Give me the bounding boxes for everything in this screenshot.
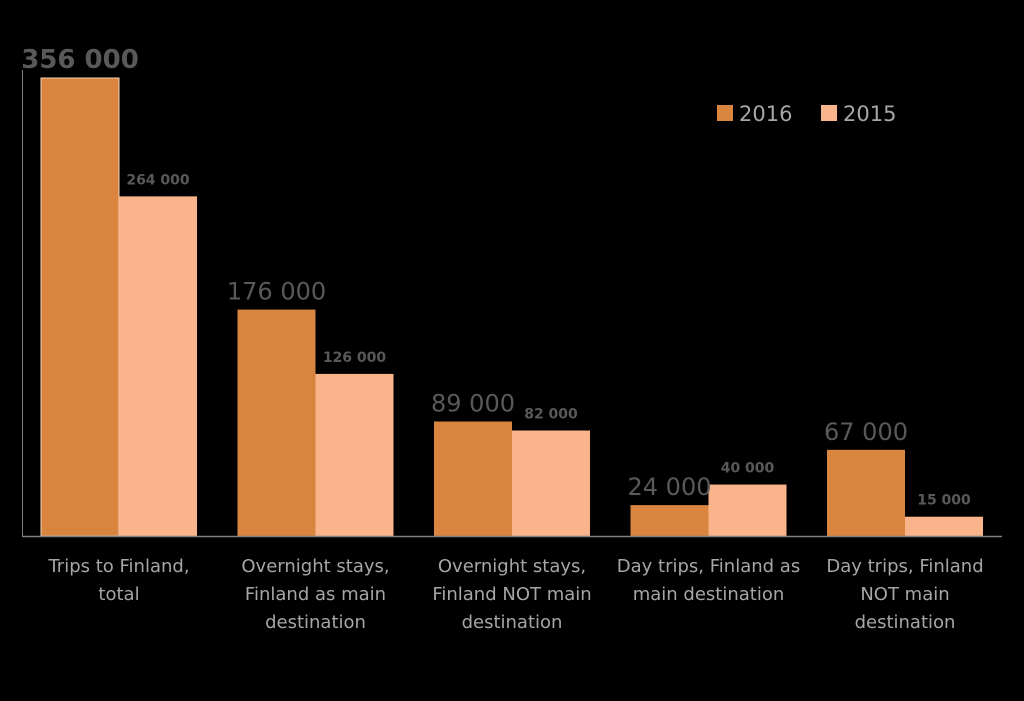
bar-2016-3: [434, 421, 512, 536]
bar-2015-3: [512, 430, 590, 536]
category-label-3: Overnight stays, Finland NOT main destinat…: [432, 556, 591, 633]
legend-label-2016: 2016: [739, 102, 792, 126]
value-label-2015-4: 40 000: [721, 461, 775, 477]
category-label-line: Day trips, Finland: [826, 556, 983, 577]
bar-2016-2: [237, 309, 316, 536]
bar-2016-5: [827, 449, 905, 536]
category-label-line: destination: [855, 612, 956, 633]
category-label-2: Overnight stays, Finland as main destinati…: [241, 556, 389, 633]
category-label-line: Finland as main: [245, 584, 386, 605]
bar-2015-5: [905, 516, 983, 536]
legend-label-2015: 2015: [843, 102, 896, 126]
category-label-line: destination: [265, 612, 366, 633]
category-label-line: destination: [462, 612, 563, 633]
category-label-line: Day trips, Finland as: [617, 556, 800, 577]
value-label-2015-5: 15 000: [917, 493, 971, 509]
bar-2016-4: [630, 505, 709, 536]
bar-2016-1: [40, 77, 120, 537]
value-label-2016-1: 356 000: [21, 45, 139, 75]
value-label-2016-5: 67 000: [824, 418, 908, 446]
category-label-line: Finland NOT main: [432, 584, 591, 605]
bars-group: [40, 77, 983, 537]
category-label-line: main destination: [633, 584, 785, 605]
category-label-line: total: [98, 584, 139, 605]
value-label-2016-2: 176 000: [227, 278, 326, 306]
bar-2015-4: [708, 484, 787, 536]
bar-2015-2: [315, 373, 394, 536]
category-label-line: Overnight stays,: [241, 556, 389, 577]
category-label-4: Day trips, Finland as main destination: [617, 556, 800, 605]
value-label-2015-3: 82 000: [524, 407, 578, 423]
category-label-line: Overnight stays,: [438, 556, 586, 577]
bar-2015-1: [119, 196, 197, 536]
value-labels-group: 356 000 264 000 176 000 126 000 89 000 82 000…: [21, 45, 971, 509]
value-label-2016-4: 24 000: [628, 473, 712, 501]
category-labels-group: Trips to Finland, total Overnight stays, Fi…: [47, 556, 983, 633]
category-label-5: Day trips, Finland NOT main destination: [826, 556, 983, 633]
category-label-line: Trips to Finland,: [47, 556, 189, 577]
value-label-2015-1: 264 000: [126, 172, 190, 188]
value-label-2016-3: 89 000: [431, 390, 515, 418]
value-label-2015-2: 126 000: [323, 350, 387, 366]
legend-swatch-2016: [717, 105, 733, 121]
legend-swatch-2015: [821, 105, 837, 121]
legend: 2016 2015: [717, 102, 896, 126]
category-label-1: Trips to Finland, total: [47, 556, 189, 605]
category-label-line: NOT main: [860, 584, 949, 605]
